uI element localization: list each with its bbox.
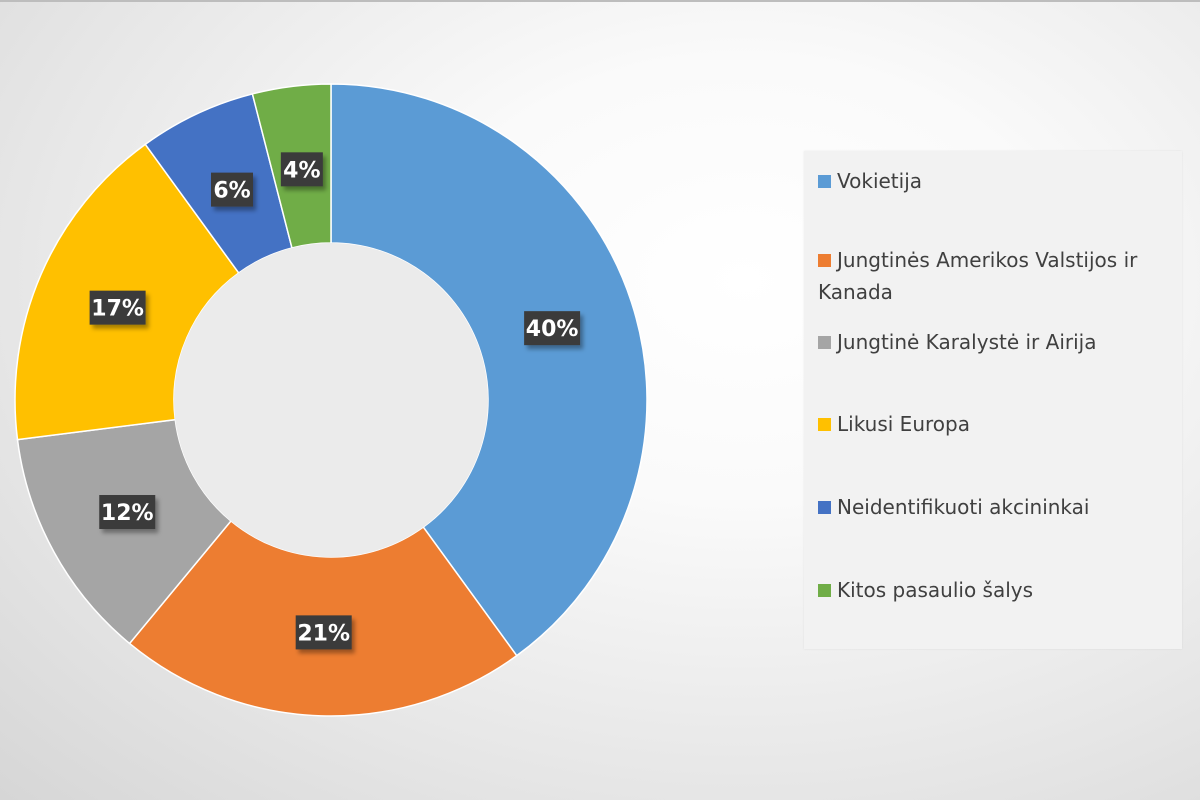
legend-swatch-kitos-salys bbox=[818, 584, 831, 597]
data-label-kitos-salys: 4% bbox=[280, 152, 323, 187]
legend-item-vokietija: Vokietija bbox=[818, 165, 1168, 197]
data-label-text-jk-airija: 12% bbox=[101, 501, 154, 526]
slices-group bbox=[14, 83, 648, 717]
data-label-neidentifikuoti: 6% bbox=[211, 172, 254, 207]
data-label-text-kitos-salys: 4% bbox=[283, 158, 320, 183]
legend-swatch-jk-airija bbox=[818, 336, 831, 349]
data-label-vokietija: 40% bbox=[524, 311, 581, 346]
data-label-jk-airija: 12% bbox=[99, 495, 156, 530]
legend-label-jav-kanada: Jungtinės Amerikos Valstijos ir Kanada bbox=[818, 248, 1138, 304]
data-label-box-neidentifikuoti bbox=[211, 172, 254, 207]
data-label-box-vokietija bbox=[524, 311, 581, 346]
data-label-box-likusi-europa bbox=[89, 290, 146, 325]
legend-label-jk-airija: Jungtinė Karalystė ir Airija bbox=[837, 330, 1097, 354]
legend-swatch-vokietija bbox=[818, 175, 831, 188]
legend-swatch-jav-kanada bbox=[818, 254, 831, 267]
data-label-text-neidentifikuoti: 6% bbox=[213, 179, 250, 204]
legend-label-neidentifikuoti: Neidentifikuoti akcininkai bbox=[837, 495, 1090, 519]
data-label-text-vokietija: 40% bbox=[526, 317, 579, 342]
legend-item-jk-airija: Jungtinė Karalystė ir Airija bbox=[818, 326, 1168, 358]
legend-label-likusi-europa: Likusi Europa bbox=[837, 412, 970, 436]
data-label-jav-kanada: 21% bbox=[295, 615, 352, 650]
legend-label-vokietija: Vokietija bbox=[837, 169, 923, 193]
data-label-text-likusi-europa: 17% bbox=[91, 297, 144, 322]
legend: Vokietija Jungtinės Amerikos Valstijos i… bbox=[804, 151, 1182, 649]
data-labels-group: 40% 21% 12% 17% 6% 4% bbox=[89, 152, 581, 650]
doughnut-hole bbox=[174, 243, 488, 557]
data-label-text-jav-kanada: 21% bbox=[297, 621, 350, 646]
legend-item-jav-kanada: Jungtinės Amerikos Valstijos ir Kanada bbox=[818, 244, 1168, 308]
data-label-likusi-europa: 17% bbox=[89, 290, 146, 325]
data-label-box-jav-kanada bbox=[295, 615, 352, 650]
data-label-box-jk-airija bbox=[99, 495, 156, 530]
legend-label-kitos-salys: Kitos pasaulio šalys bbox=[837, 578, 1034, 602]
legend-item-neidentifikuoti: Neidentifikuoti akcininkai bbox=[818, 491, 1168, 523]
legend-item-kitos-salys: Kitos pasaulio šalys bbox=[818, 574, 1168, 606]
top-border bbox=[0, 0, 1200, 2]
legend-swatch-likusi-europa bbox=[818, 418, 831, 431]
legend-swatch-neidentifikuoti bbox=[818, 501, 831, 514]
legend-item-likusi-europa: Likusi Europa bbox=[818, 408, 1168, 440]
data-label-box-kitos-salys bbox=[280, 152, 323, 187]
